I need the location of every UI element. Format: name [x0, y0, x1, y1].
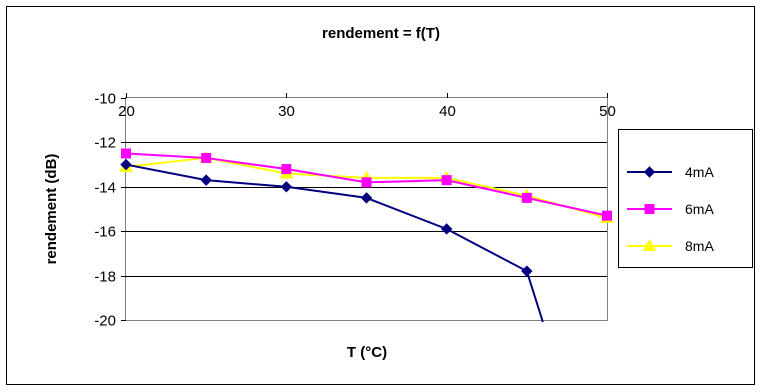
x-tick-label: 30	[278, 103, 295, 120]
y-tick-label: -10	[94, 91, 116, 108]
grid-lines	[126, 142, 607, 277]
y-tick-label: -18	[94, 269, 116, 286]
data-point-4mA	[200, 174, 212, 186]
data-point-4mA	[521, 265, 533, 277]
data-point-4mA	[120, 158, 132, 171]
x-tick-label: 40	[439, 103, 456, 120]
data-point-6mA	[521, 192, 532, 203]
series-layer	[119, 148, 614, 323]
x-axis-ticks: 20 30 40 50	[118, 93, 616, 120]
legend-item-6mA: 6mA	[627, 201, 714, 217]
legend-items: 4mA 6mA 8mA	[627, 164, 714, 254]
y-tick-label: -12	[94, 135, 116, 152]
data-point-6mA	[602, 210, 612, 221]
series-4mA	[120, 158, 544, 323]
data-point-6mA	[201, 152, 212, 163]
legend-label: 6mA	[685, 201, 714, 217]
plot-area	[125, 97, 608, 321]
y-tick-label: -20	[94, 313, 116, 330]
x-tick-label: 20	[118, 103, 135, 120]
legend-label: 4mA	[685, 164, 714, 180]
y-axis-title: rendement (dB)	[43, 154, 60, 265]
data-point-4mA	[440, 223, 453, 235]
data-point-6mA	[281, 164, 292, 175]
data-point-4mA	[360, 192, 373, 204]
legend-marker	[643, 166, 656, 178]
legend-marker	[644, 204, 655, 214]
data-point-6mA	[441, 175, 452, 186]
legend-label: 8mA	[685, 238, 714, 254]
x-tick-label: 50	[599, 103, 616, 120]
legend: 4mA 6mA 8mA	[618, 129, 753, 268]
legend-box	[618, 129, 753, 268]
legend-marker	[642, 238, 657, 251]
data-point-6mA	[121, 148, 131, 159]
chart-title: rendement = f(T)	[322, 25, 440, 42]
y-tick-label: -16	[94, 224, 116, 241]
y-axis-ticks: -10 -12 -14 -16 -18 -20	[94, 91, 126, 330]
y-tick-label: -14	[94, 180, 116, 197]
legend-item-8mA: 8mA	[627, 238, 714, 254]
x-axis-title: T (°C)	[347, 344, 387, 361]
data-point-4mA	[280, 181, 293, 193]
data-point-6mA	[361, 177, 372, 188]
series-6mA	[121, 148, 612, 221]
legend-item-4mA: 4mA	[627, 164, 714, 180]
